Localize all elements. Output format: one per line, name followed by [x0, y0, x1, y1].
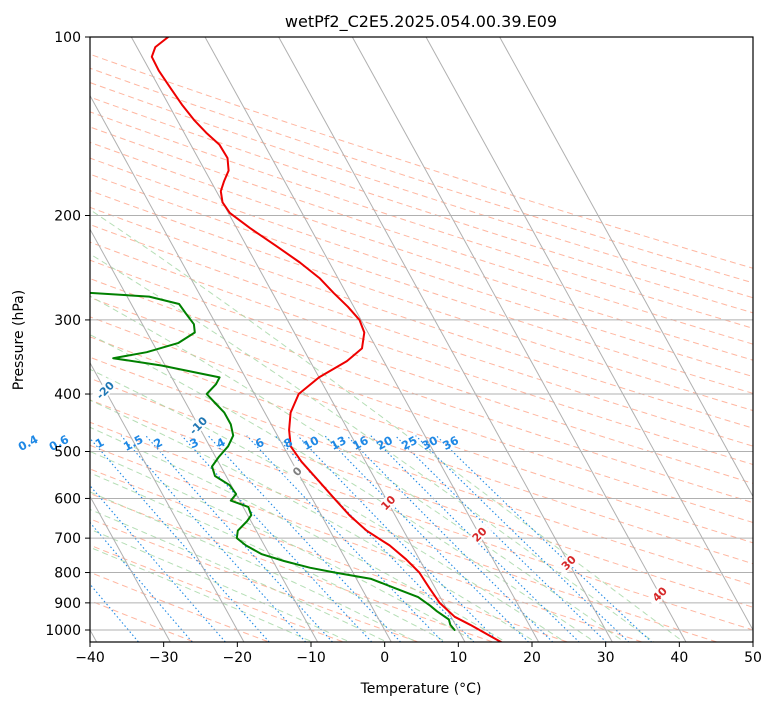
isotherm-label-bg — [375, 489, 401, 516]
moist-adiabat — [90, 528, 351, 642]
dewpoint-profile — [90, 291, 456, 631]
mixing-ratio-line — [435, 435, 653, 642]
mixing-ratio-label: 13 — [328, 433, 349, 453]
mixing-ratio-line — [370, 435, 580, 642]
x-axis: −40 −30 −20 −10 0 10 20 30 40 50 — [75, 642, 762, 666]
mixing-ratio-line — [90, 521, 193, 642]
x-tick-label: 0 — [380, 650, 389, 666]
dry-adiabat — [90, 296, 753, 524]
moist-adiabat — [90, 334, 596, 642]
moist-adiabat — [90, 295, 626, 642]
x-tick-label: −10 — [296, 650, 326, 666]
mixing-ratio-line — [246, 435, 444, 642]
x-tick-label: 40 — [670, 650, 688, 666]
y-tick-label: 700 — [54, 531, 81, 547]
y-tick-label: 800 — [54, 566, 81, 582]
mixing-ratio-line — [90, 583, 140, 642]
x-tick-label: 20 — [523, 650, 541, 666]
mixing-ratio-line — [145, 435, 334, 642]
mixing-ratio-lines — [90, 435, 653, 642]
sounding-profiles — [90, 37, 503, 642]
dry-adiabat — [90, 421, 719, 642]
y-tick-label: 500 — [54, 444, 81, 460]
mixing-ratio-label: 36 — [440, 433, 461, 453]
moist-adiabat — [90, 368, 567, 642]
moist-adiabat — [90, 472, 448, 642]
dry-adiabat — [90, 190, 753, 412]
dry-adiabat — [90, 224, 753, 447]
y-tick-label: 600 — [54, 491, 81, 507]
y-tick-label: 200 — [54, 209, 81, 225]
isotherm-line — [90, 228, 319, 642]
dry-adiabat — [90, 278, 753, 504]
isotherm-line — [499, 37, 753, 498]
mixing-ratio-label: 30 — [419, 433, 440, 453]
mixing-ratio-label: 16 — [350, 433, 371, 453]
x-tick-label: 50 — [744, 650, 762, 666]
mixing-ratio-line — [297, 435, 500, 642]
isotherm-line — [90, 495, 171, 642]
y-tick-label: 100 — [54, 30, 81, 46]
dry-adiabat — [90, 157, 753, 378]
isotherm-line — [90, 94, 392, 642]
isotherm-label-bg — [555, 549, 582, 576]
pressure-gridlines — [90, 37, 753, 631]
isotherm-label-bg — [185, 412, 211, 439]
y-tick-label: 1000 — [45, 623, 81, 639]
moist-adiabat — [90, 546, 314, 642]
mixing-ratio-line — [120, 435, 307, 642]
moist-adiabats — [90, 209, 685, 642]
isotherm-line — [130, 37, 466, 642]
isotherm-label-bg — [646, 581, 673, 607]
temperature-profile — [150, 37, 503, 642]
y-tick-label: 900 — [54, 596, 81, 612]
y-axis: 100 200 300 400 500 600 700 800 900 1000 — [45, 30, 90, 639]
x-tick-label: 10 — [449, 650, 467, 666]
isotherm-line — [278, 37, 613, 642]
moist-adiabat — [90, 491, 418, 642]
x-tick-label: 30 — [597, 650, 615, 666]
moist-adiabat — [90, 253, 655, 642]
y-tick-label: 300 — [54, 313, 81, 329]
moist-adiabat — [90, 209, 685, 642]
mixing-ratio-line — [274, 435, 475, 642]
mixing-ratio-line — [394, 435, 607, 642]
mixing-ratio-label: 20 — [374, 433, 395, 453]
dry-adiabat — [90, 141, 753, 361]
mixing-ratio-line — [90, 437, 270, 642]
isotherm-line — [351, 37, 687, 642]
chart-title: wetPf2_C2E5.2025.054.00.39.E09 — [285, 12, 557, 32]
x-tick-label: −30 — [149, 650, 179, 666]
y-tick-label: 400 — [54, 387, 81, 403]
moist-adiabat — [90, 399, 537, 642]
dry-adiabat — [90, 111, 753, 329]
mixing-ratio-label: 10 — [301, 433, 322, 453]
mixing-ratio-line — [415, 435, 630, 642]
isotherm-line — [204, 37, 540, 642]
skewed-isotherms — [90, 37, 753, 642]
mixing-ratio-label: 25 — [399, 433, 420, 453]
isotherm-line — [425, 37, 753, 632]
isotherm-line — [90, 361, 245, 642]
x-axis-label: Temperature (°C) — [360, 681, 482, 697]
dry-adiabat — [90, 82, 753, 299]
dry-adiabat — [90, 241, 753, 466]
dry-adiabats — [90, 53, 753, 642]
isotherm-label-bg — [92, 377, 118, 403]
plot-frame — [89, 36, 754, 643]
x-tick-label: −20 — [223, 650, 253, 666]
y-axis-label: Pressure (hPa) — [11, 290, 27, 390]
x-tick-label: −40 — [75, 650, 105, 666]
mixing-ratio-line — [90, 484, 227, 642]
isotherm-label-bg — [466, 521, 493, 548]
